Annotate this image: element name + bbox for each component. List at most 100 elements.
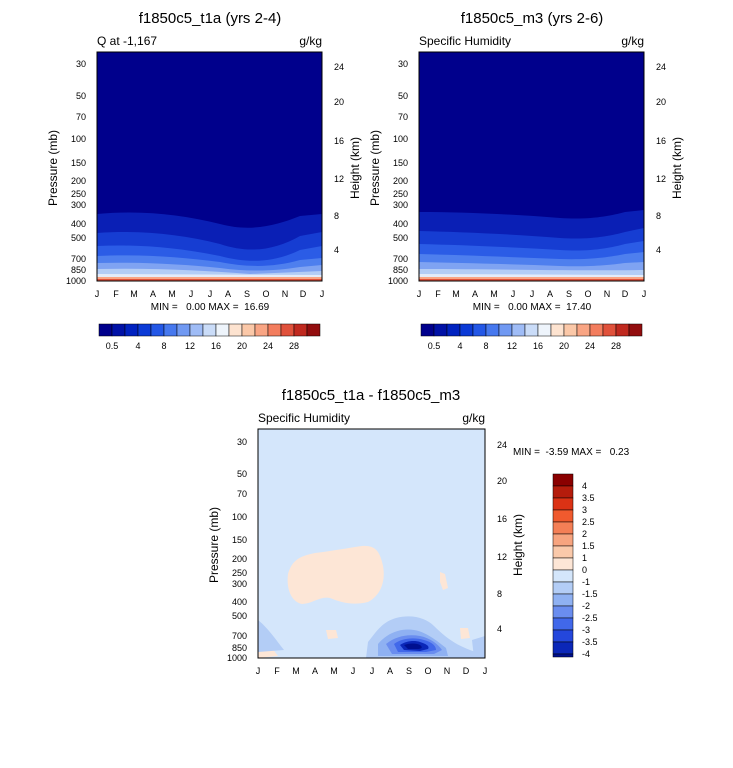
panel-1-units: g/kg bbox=[299, 34, 322, 48]
panel-2-colorbar-swatch bbox=[472, 323, 487, 337]
panel-3-ylabel: Pressure (mb) bbox=[207, 507, 221, 583]
panel-3-negative-region-1 bbox=[258, 620, 284, 652]
panel-2-y-tick: 1000 bbox=[388, 276, 408, 286]
panel-3-colorbar-label: -3 bbox=[582, 625, 590, 635]
panel-1-plot-area bbox=[96, 51, 323, 282]
panel-2-title: f1850c5_m3 (yrs 2-6) bbox=[461, 10, 604, 27]
panel-3-y2-tick: 24 bbox=[497, 440, 507, 450]
panel-1-y-tick: 100 bbox=[71, 134, 86, 144]
panel-2-colorbar-swatch bbox=[524, 323, 539, 337]
panel-1-colorbar-label: 16 bbox=[211, 341, 221, 351]
panel-1-colorbar-label: 0.5 bbox=[106, 341, 119, 351]
panel-3-y2-tick: 16 bbox=[497, 514, 507, 524]
panel-1-colorbar-swatch bbox=[267, 323, 282, 337]
panel-3-plot-area bbox=[257, 428, 486, 659]
panel-1-x-tick: J bbox=[320, 289, 325, 299]
panel-1-y2-axis: 24 20 16 12 8 4 Height (km) bbox=[334, 62, 362, 255]
panel-1-colorbar-label: 20 bbox=[237, 341, 247, 351]
panel-1-ylabel: Pressure (mb) bbox=[46, 130, 60, 206]
panel-3-colorbar-swatch bbox=[552, 641, 574, 655]
panel-1-x-tick: F bbox=[113, 289, 119, 299]
panel-2-colorbar-label: 0.5 bbox=[428, 341, 441, 351]
panel-3-y-tick: 250 bbox=[232, 568, 247, 578]
panel-1-x-tick: M bbox=[130, 289, 138, 299]
panel-2-colorbar-swatch bbox=[563, 323, 578, 337]
panel-1-stats: MIN = 0.00 MAX = 16.69 bbox=[151, 302, 270, 313]
panel-2-y-tick: 500 bbox=[393, 233, 408, 243]
panel-2-frame bbox=[418, 51, 645, 282]
panel-2-y2-tick: 8 bbox=[656, 211, 661, 221]
panel-3-x-axis: J F M A M J J A S O N D J bbox=[256, 666, 488, 676]
panel-2-y2-tick: 4 bbox=[656, 245, 661, 255]
panel-3-y-tick: 1000 bbox=[227, 653, 247, 663]
panel-2-x-tick: M bbox=[490, 289, 498, 299]
panel-3-colorbar-label: 3.5 bbox=[582, 493, 595, 503]
panel-2-x-tick: M bbox=[452, 289, 460, 299]
panel-3-y2-axis: 24 20 16 12 8 4 Height (km) bbox=[497, 440, 525, 634]
panel-2-x-tick: J bbox=[511, 289, 516, 299]
panel-3-y2-tick: 12 bbox=[497, 552, 507, 562]
panel-1-y2-tick: 4 bbox=[334, 245, 339, 255]
panel-2-stats: MIN = 0.00 MAX = 17.40 bbox=[473, 302, 592, 313]
panel-1-colorbar: 0.5 4 8 12 16 20 24 28 bbox=[98, 323, 321, 351]
panel-1-colorbar-swatch bbox=[98, 323, 113, 337]
panel-1-y2-tick: 16 bbox=[334, 136, 344, 146]
panel-2-x-tick: O bbox=[584, 289, 591, 299]
panel-2-y-axis: 30 50 70 100 150 200 250 300 400 500 700… bbox=[368, 59, 408, 286]
panel-2-x-tick: J bbox=[530, 289, 535, 299]
panel-1: f1850c5_t1a (yrs 2-4) Q at -1,167 g/kg J… bbox=[46, 10, 362, 351]
panel-1-y-tick: 850 bbox=[71, 265, 86, 275]
panel-3-y-tick: 100 bbox=[232, 512, 247, 522]
panel-2: f1850c5_m3 (yrs 2-6) Specific Humidity g… bbox=[368, 10, 684, 351]
panel-3-x-tick: F bbox=[274, 666, 280, 676]
panel-3-x-tick: A bbox=[387, 666, 393, 676]
panel-3-y2-tick: 8 bbox=[497, 589, 502, 599]
panel-2-colorbar-swatch bbox=[420, 323, 435, 337]
panel-1-colorbar-swatch bbox=[306, 323, 321, 337]
panel-2-colorbar-swatch bbox=[446, 323, 461, 337]
panel-3-colorbar-swatch bbox=[552, 533, 574, 547]
panel-3-x-tick: J bbox=[483, 666, 488, 676]
panel-1-x-tick: J bbox=[208, 289, 213, 299]
panel-3-colorbar-swatch bbox=[552, 545, 574, 559]
panel-1-frame bbox=[96, 51, 323, 282]
panel-1-x-tick: D bbox=[300, 289, 307, 299]
panel-1-colorbar-swatch bbox=[189, 323, 204, 337]
panel-3-colorbar-label: -1 bbox=[582, 577, 590, 587]
panel-3-negative-region-8 bbox=[472, 636, 485, 658]
panel-1-x-axis: J F M A M J J A S O N D J bbox=[95, 289, 325, 299]
panel-2-plot-area bbox=[418, 51, 645, 282]
panel-1-y-tick: 400 bbox=[71, 219, 86, 229]
panel-1-x-tick: A bbox=[150, 289, 156, 299]
panel-1-x-tick: O bbox=[262, 289, 269, 299]
panel-2-colorbar-label: 28 bbox=[611, 341, 621, 351]
panel-3-positive-region-4 bbox=[460, 628, 470, 639]
panel-1-y-tick: 200 bbox=[71, 176, 86, 186]
panel-1-colorbar-swatch bbox=[241, 323, 256, 337]
panel-2-y-tick: 200 bbox=[393, 176, 408, 186]
panel-2-colorbar-swatch bbox=[576, 323, 591, 337]
panel-2-y-tick: 700 bbox=[393, 254, 408, 264]
panel-1-y2-tick: 8 bbox=[334, 211, 339, 221]
panel-3-colorbar-swatch bbox=[552, 653, 574, 658]
panel-3-x-tick: J bbox=[370, 666, 375, 676]
panel-3-colorbar-label: 3 bbox=[582, 505, 587, 515]
panel-3-y-tick: 200 bbox=[232, 554, 247, 564]
panel-3-colorbar-label: -2 bbox=[582, 601, 590, 611]
panel-1-band-8 bbox=[97, 277, 322, 279]
panel-1-colorbar-swatch bbox=[215, 323, 230, 337]
panel-2-colorbar-swatch bbox=[485, 323, 500, 337]
panel-1-y-tick: 300 bbox=[71, 200, 86, 210]
panel-3-x-tick: M bbox=[292, 666, 300, 676]
panel-3-y-tick: 300 bbox=[232, 579, 247, 589]
panel-3-y-tick: 50 bbox=[237, 469, 247, 479]
panel-1-y2-tick: 12 bbox=[334, 174, 344, 184]
panel-3-colorbar-label: 1.5 bbox=[582, 541, 595, 551]
panel-2-colorbar-swatch bbox=[589, 323, 604, 337]
panel-3-y2-tick: 4 bbox=[497, 624, 502, 634]
panel-3-background bbox=[258, 429, 485, 658]
panel-2-y2-tick: 20 bbox=[656, 97, 666, 107]
panel-3-left-label: Specific Humidity bbox=[258, 411, 350, 425]
panel-2-colorbar-label: 12 bbox=[507, 341, 517, 351]
